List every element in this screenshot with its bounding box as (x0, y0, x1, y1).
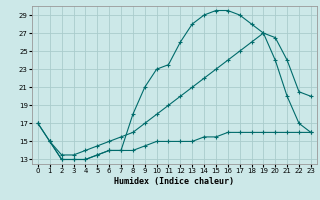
X-axis label: Humidex (Indice chaleur): Humidex (Indice chaleur) (115, 177, 234, 186)
